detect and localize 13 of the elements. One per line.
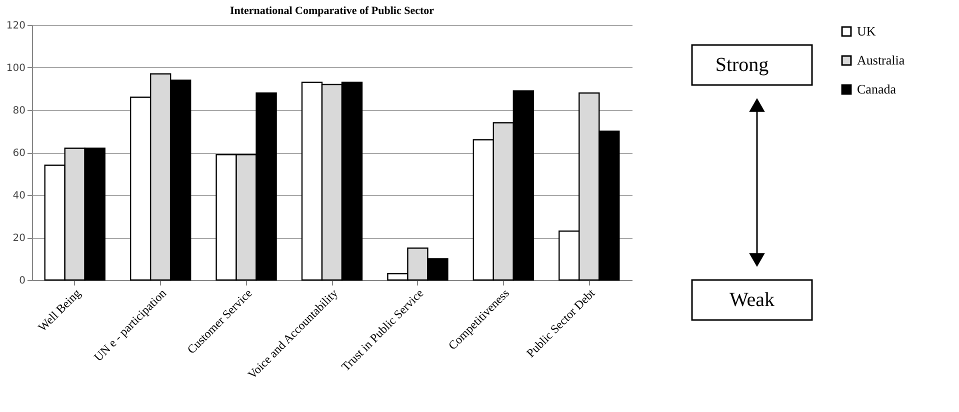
y-tick-label: 20 xyxy=(12,233,26,244)
legend-label: UK xyxy=(857,24,876,38)
y-tick-label: 100 xyxy=(6,63,26,74)
y-tick-label: 0 xyxy=(19,276,26,286)
y-tick-label: 120 xyxy=(6,20,26,32)
chart-title: International Comparative of Public Sector xyxy=(230,5,434,17)
text: Weak xyxy=(729,289,775,311)
legend-label: Australia xyxy=(857,52,905,68)
legend-label: Canada xyxy=(857,82,896,96)
y-tick-label: 40 xyxy=(12,190,26,202)
y-tick-label: 80 xyxy=(12,106,26,116)
y-tick-label: 60 xyxy=(12,148,26,159)
text: Strong xyxy=(715,54,769,76)
